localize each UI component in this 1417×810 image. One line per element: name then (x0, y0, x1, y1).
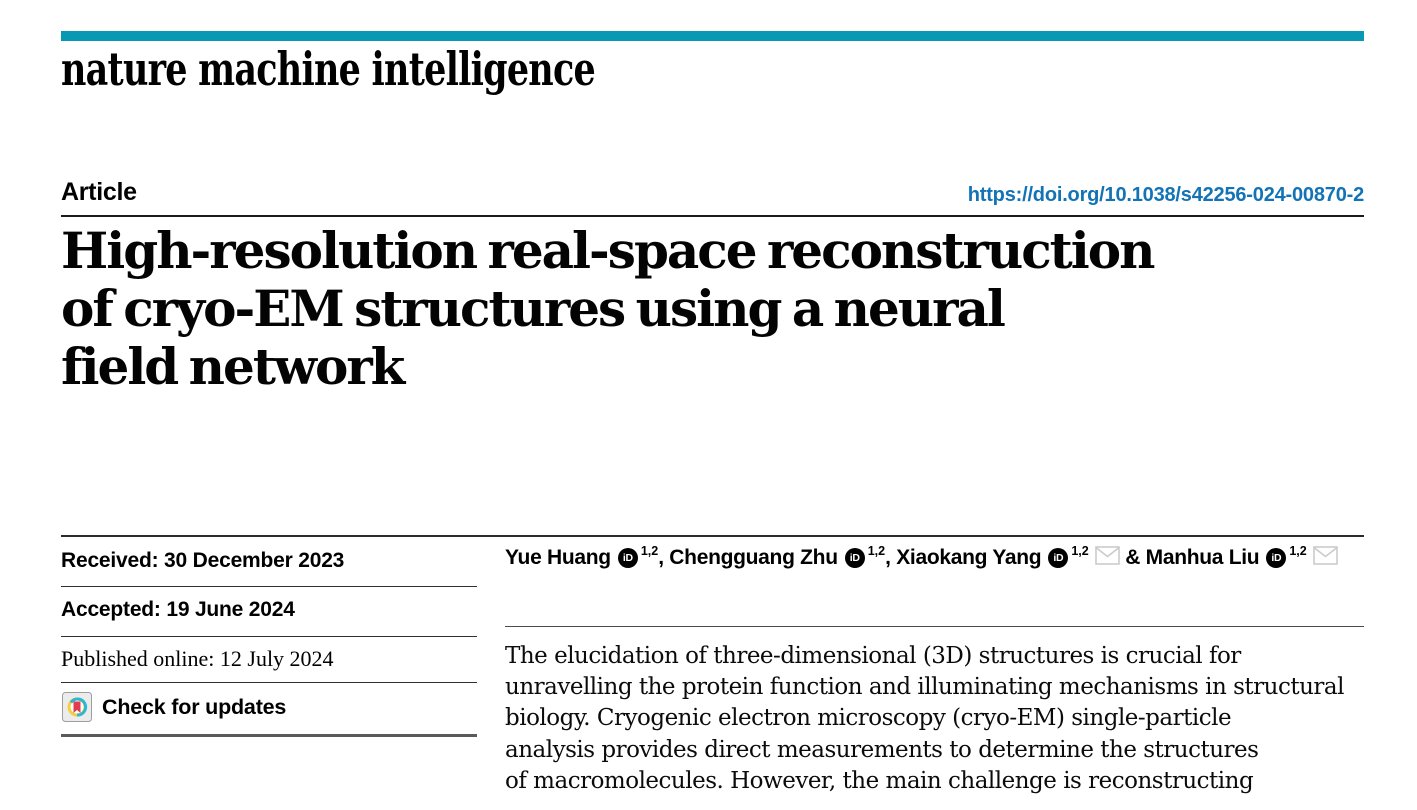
abstract-line: unravelling the protein function and ill… (505, 674, 1344, 701)
article-type-label: Article (61, 178, 137, 206)
abstract-line: The elucidation of three-dimensional (3D… (505, 643, 1241, 669)
author-affiliation-sup: 1,2 (640, 543, 659, 558)
author-affiliation-sup: 1,2 (1071, 543, 1089, 558)
author-name: Xiaokang Yang (896, 545, 1042, 569)
dates-divider (61, 682, 477, 683)
author-affiliation-sup: 1,2 (867, 543, 886, 558)
dates-bottom-divider (61, 734, 477, 737)
title-line-3: field network (61, 337, 405, 396)
author-affiliation-sup: 1,2 (1289, 543, 1307, 558)
orcid-icon[interactable]: iD (617, 547, 638, 568)
dates-divider (61, 636, 477, 637)
received-date: Received: 30 December 2023 (61, 549, 345, 572)
author-separator: , (658, 545, 670, 569)
email-icon[interactable] (1312, 546, 1338, 571)
accepted-date: Accepted: 19 June 2024 (61, 598, 295, 621)
orcid-icon[interactable]: iD (844, 547, 865, 568)
published-online-date: Published online: 12 July 2024 (61, 646, 334, 671)
author-name: Manhua Liu (1145, 545, 1260, 569)
email-icon[interactable] (1094, 546, 1120, 571)
paper-title: High-resolution real-space reconstructio… (61, 222, 1364, 396)
authors-line: Yue Huang iD 1,2, Chengguang Zhu iD 1,2, Xia… (505, 543, 1385, 571)
check-for-updates-label: Check for updates (102, 694, 287, 719)
brand-accent-bar (61, 31, 1364, 41)
abstract-line: biology. Cryogenic electron microscopy (… (505, 705, 1232, 732)
authors-divider (505, 626, 1364, 627)
orcid-icon[interactable]: iD (1048, 547, 1069, 568)
crossmark-icon (62, 692, 92, 722)
author-separator: , (885, 545, 897, 569)
abstract-line: of macromolecules. However, the main cha… (505, 767, 1254, 794)
check-for-updates-button[interactable]: Check for updates (62, 692, 286, 722)
author-name: Chengguang Zhu (669, 545, 838, 569)
dates-divider (61, 586, 477, 587)
author-name: Yue Huang (505, 545, 611, 569)
abstract-text: The elucidation of three-dimensional (3D… (505, 641, 1375, 797)
doi-link[interactable]: https://doi.org/10.1038/s42256-024-00870… (967, 184, 1364, 206)
header-divider (61, 215, 1364, 217)
author-separator: & (1119, 545, 1146, 569)
title-line-1: High-resolution real-space reconstructio… (61, 221, 1155, 280)
abstract-line: analysis provides direct measurements to… (505, 736, 1259, 763)
orcid-icon[interactable]: iD (1266, 547, 1287, 568)
columns-top-divider (61, 535, 1364, 537)
title-line-2: of cryo-EM structures using a neural (61, 279, 1006, 338)
journal-masthead: nature machine intelligence (61, 42, 596, 96)
